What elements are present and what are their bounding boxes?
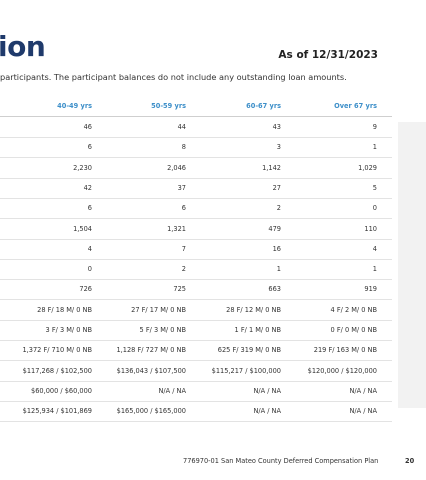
as-of-date: As of 12/31/2023 xyxy=(278,49,378,61)
table-cell: $136,043 / $107,500 xyxy=(116,366,186,375)
table-cell: 1,321 xyxy=(167,224,186,233)
table-cell: 479 xyxy=(268,224,281,233)
note: participants. The participant balances d… xyxy=(0,72,347,82)
table-cell: 219 F/ 163 M/ 0 NB xyxy=(313,346,377,355)
table-cell: 3 F/ 3 M/ 0 NB xyxy=(45,326,92,334)
row-rule xyxy=(0,137,392,138)
table-cell: $165,000 / $165,000 xyxy=(116,407,186,416)
table-cell: N/A / NA xyxy=(158,386,186,395)
table-cell: 1,142 xyxy=(262,163,281,172)
table-cell: 42 xyxy=(83,183,92,192)
row-rule xyxy=(0,197,392,199)
side-panel xyxy=(398,122,426,408)
table-cell: 27 xyxy=(272,183,281,192)
row-rule xyxy=(0,177,392,179)
row-rule xyxy=(0,279,392,281)
row-rule xyxy=(0,319,392,321)
table-cell: 1,372 F/ 710 M/ 0 NB xyxy=(22,346,92,355)
table-cell: 5 xyxy=(372,183,377,192)
table-cell: 28 F/ 12 M/ 0 NB xyxy=(226,305,281,314)
table-cell: 1 F/ 1 M/ 0 NB xyxy=(234,326,281,334)
table-cell: 2 xyxy=(276,204,281,213)
table-cell: $120,000 / $120,000 xyxy=(307,366,377,375)
table-cell: 43 xyxy=(272,123,281,131)
table-cell: 9 xyxy=(372,123,377,131)
row-rule xyxy=(0,340,392,341)
table-cell: 6 xyxy=(181,204,186,213)
table-cell: 4 xyxy=(87,244,92,253)
table-cell: 27 F/ 17 M/ 0 NB xyxy=(131,305,186,314)
table-cell: 0 xyxy=(87,265,92,274)
table-cell: 37 xyxy=(177,183,186,192)
footer-text: 776970-01 San Mateo County Deferred Comp… xyxy=(183,457,379,465)
table-cell: 6 xyxy=(87,143,92,152)
table-cell: 919 xyxy=(364,285,377,294)
table-cell: 16 xyxy=(272,244,281,253)
column-header: Over 67 yrs xyxy=(334,102,377,110)
row-rule xyxy=(0,421,392,423)
table-cell: 2 xyxy=(181,265,186,274)
row-rule xyxy=(0,380,392,382)
table-cell: $115,217 / $100,000 xyxy=(211,366,281,375)
table-cell: 0 F/ 0 M/ 0 NB xyxy=(330,326,377,334)
row-rule xyxy=(0,218,392,220)
row-rule xyxy=(0,157,392,159)
table-cell: 1 xyxy=(372,143,377,152)
table-cell: 663 xyxy=(268,285,281,294)
table-cell: $117,268 / $102,500 xyxy=(22,366,92,375)
table-cell: 1 xyxy=(276,265,281,274)
table-cell: 625 F/ 319 M/ 0 NB xyxy=(217,346,281,355)
table-cell: 28 F/ 18 M/ 0 NB xyxy=(37,305,92,314)
header-rule xyxy=(0,116,392,117)
column-header: 50-59 yrs xyxy=(151,102,186,110)
table-cell: 7 xyxy=(181,244,186,253)
table-cell: 1,029 xyxy=(358,163,377,172)
table-cell: 725 xyxy=(173,285,186,294)
table-cell: N/A / NA xyxy=(349,407,377,416)
table-cell: $60,000 / $60,000 xyxy=(31,386,92,395)
table-cell: 3 xyxy=(276,143,281,152)
table-cell: 5 F/ 3 M/ 0 NB xyxy=(139,326,186,334)
table-cell: 4 xyxy=(372,244,377,253)
table-cell: 0 xyxy=(372,204,377,213)
table-cell: 6 xyxy=(87,204,92,213)
row-rule xyxy=(0,238,392,240)
table-cell: 46 xyxy=(83,123,92,131)
page-number: 20 xyxy=(405,457,415,465)
table-cell: 2,230 xyxy=(73,163,92,172)
table-cell: 44 xyxy=(177,123,186,131)
title: ion xyxy=(0,30,46,63)
column-header: 60-67 yrs xyxy=(246,102,281,110)
row-rule xyxy=(0,258,392,260)
table-cell: N/A / NA xyxy=(253,407,281,416)
row-rule xyxy=(0,360,392,362)
column-header: 40-49 yrs xyxy=(57,102,92,110)
table-cell: 8 xyxy=(181,143,186,152)
table-cell: N/A / NA xyxy=(349,386,377,395)
table-cell: 1,504 xyxy=(73,224,92,233)
row-rule xyxy=(0,400,392,402)
table-cell: 1,128 F/ 727 M/ 0 NB xyxy=(116,346,186,355)
table-cell: N/A / NA xyxy=(253,386,281,395)
table-cell: 726 xyxy=(79,285,92,294)
table-cell: 1 xyxy=(372,265,377,274)
table-cell: 4 F/ 2 M/ 0 NB xyxy=(330,305,377,314)
table-cell: 110 xyxy=(364,224,377,233)
table-cell: $125,934 / $101,869 xyxy=(22,407,92,416)
row-rule xyxy=(0,299,392,301)
table-cell: 2,046 xyxy=(167,163,186,172)
